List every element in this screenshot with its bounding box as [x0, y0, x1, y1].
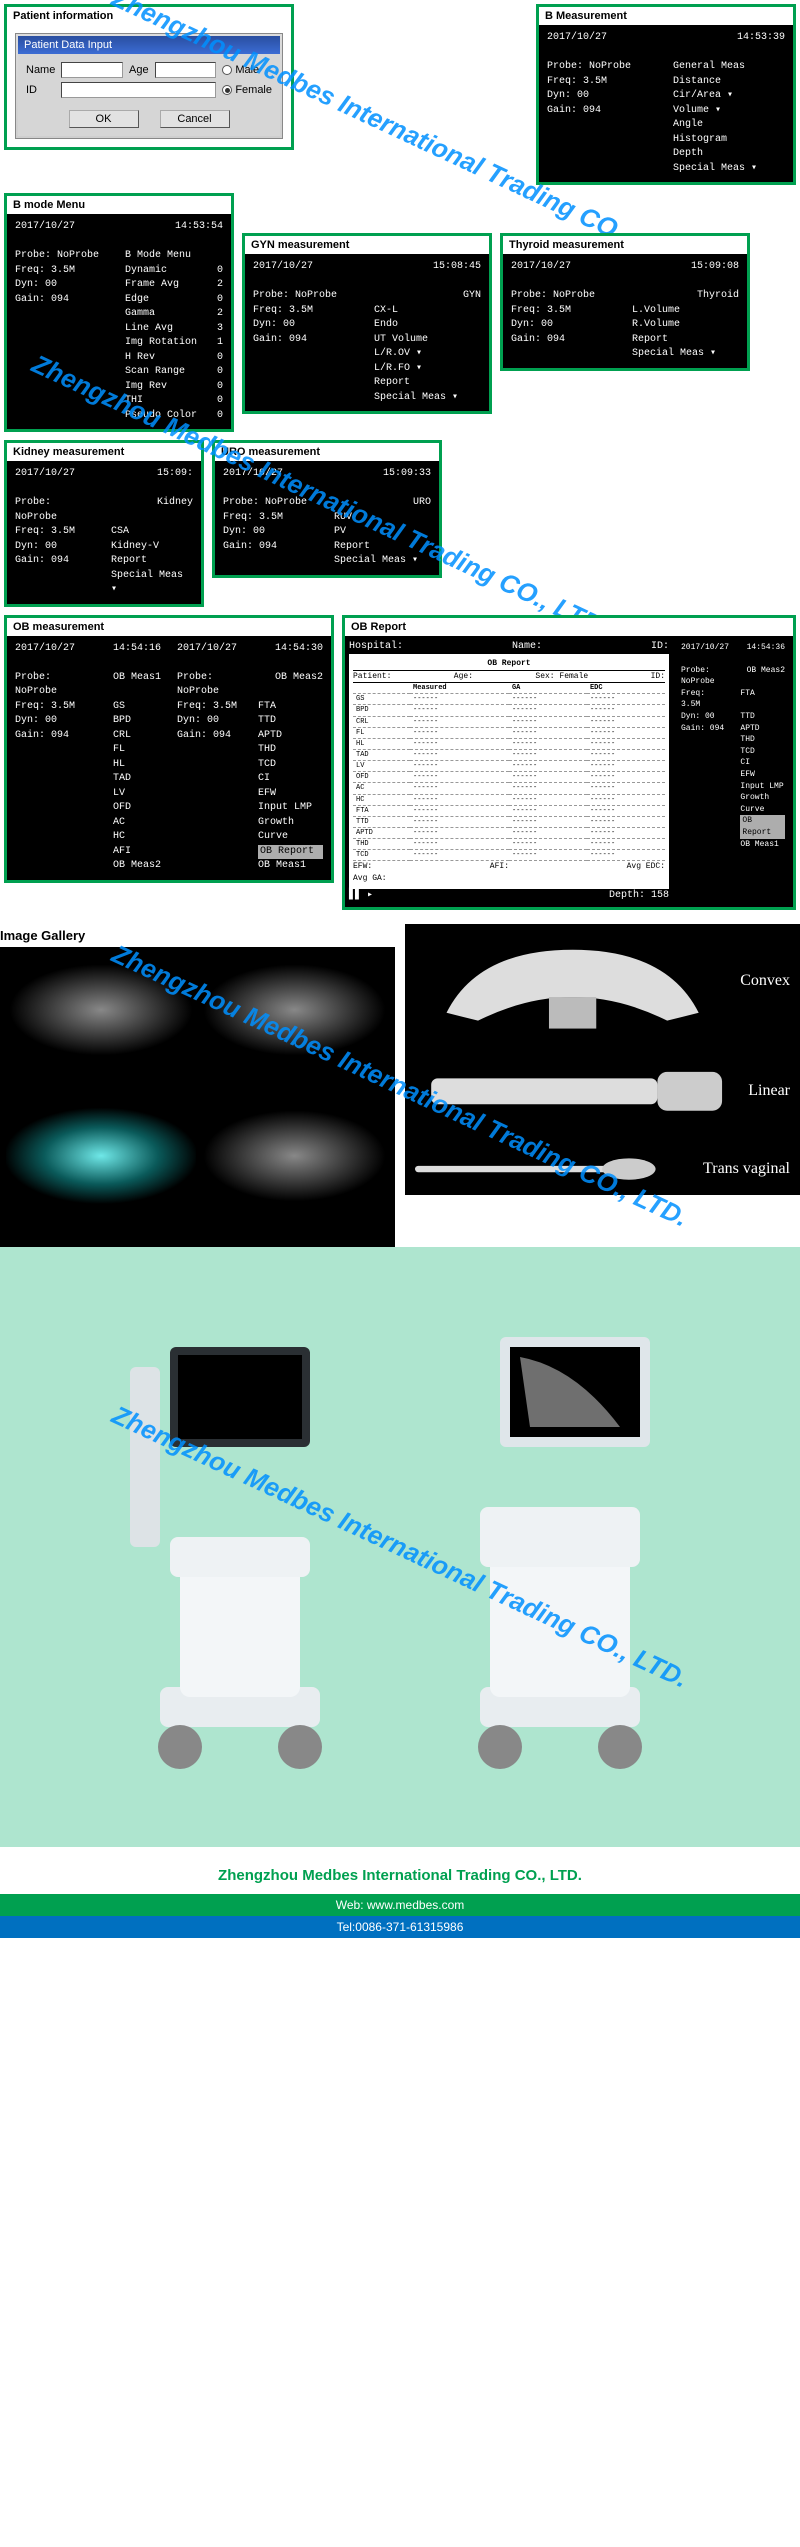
panel-title: GYN measurement [245, 236, 489, 254]
panel-title: OB Report [345, 618, 793, 636]
ob-screen-2: 2017/10/2714:54:30Probe: NoProbeOB Meas2… [169, 636, 331, 880]
thyroid-panel: Thyroid measurement 2017/10/2715:09:08Pr… [500, 233, 750, 371]
probe-panel: Convex Linear Trans vaginal [405, 924, 800, 1195]
probe-transvaginal: Trans vaginal [415, 1153, 790, 1185]
age-field[interactable] [155, 62, 217, 78]
panel-title: B Measurement [539, 7, 793, 25]
gallery-title: Image Gallery [0, 924, 395, 947]
panel-title: Kidney measurement [7, 443, 201, 461]
panel-title: Thyroid measurement [503, 236, 747, 254]
footer: Zhengzhou Medbes International Trading C… [0, 1847, 800, 1958]
footer-web: Web: www.medbes.com [0, 1894, 800, 1916]
b-meas-screen: 2017/10/2714:53:39Probe: NoProbeGeneral … [539, 25, 793, 182]
b-measurement-panel: B Measurement 2017/10/2714:53:39Probe: N… [536, 4, 796, 185]
male-radio[interactable]: Male [222, 64, 272, 76]
ultrasound-image [6, 953, 196, 1095]
gyn-screen: 2017/10/2715:08:45Probe: NoProbeGYNFreq:… [245, 254, 489, 411]
female-radio[interactable]: Female [222, 84, 272, 96]
uro-screen: 2017/10/2715:09:33Probe: NoProbeUROFreq:… [215, 461, 439, 575]
footer-tel: Tel:0086-371-61315986 [0, 1916, 800, 1938]
ultrasound-image [200, 953, 390, 1095]
trolley-machine-right [420, 1307, 700, 1787]
depth-value: Depth: 158 [609, 889, 669, 904]
trolley-machine-left [100, 1307, 380, 1787]
ob-report-side: 2017/10/2714:54:36Probe: NoProbeOB Meas2… [673, 636, 793, 908]
cancel-button[interactable]: Cancel [160, 110, 230, 128]
age-label: Age [129, 64, 149, 76]
gyn-panel: GYN measurement 2017/10/2715:08:45Probe:… [242, 233, 492, 414]
panel-title: OB measurement [7, 618, 331, 636]
panel-title: B mode Menu [7, 196, 231, 214]
ob-report-box: OB ReportPatient:Age:Sex: FemaleID:Measu… [349, 654, 669, 889]
probe-convex: Convex [415, 934, 790, 1029]
ob-report-panel: OB Report Hospital:Name:ID: OB ReportPat… [342, 615, 796, 911]
ob-panel: OB measurement 2017/10/2714:54:16Probe: … [4, 615, 334, 883]
id-field[interactable] [61, 82, 216, 98]
id-label: ID [26, 84, 55, 96]
bmode-menu-panel: B mode Menu 2017/10/2714:53:54Probe: NoP… [4, 193, 234, 432]
name-field[interactable] [61, 62, 123, 78]
patient-info-panel: Patient information Patient Data Input N… [4, 4, 294, 150]
report-header: Hospital:Name:ID: [349, 640, 669, 655]
company-name: Zhengzhou Medbes International Trading C… [0, 1867, 800, 1884]
dialog-title: Patient Data Input [18, 36, 280, 54]
panel-title: Patient information [7, 7, 291, 25]
ultrasound-image [200, 1099, 390, 1241]
ob-screen-1: 2017/10/2714:54:16Probe: NoProbeOB Meas1… [7, 636, 169, 880]
image-gallery: Image Gallery [0, 924, 395, 1247]
probe-linear: Linear [415, 1059, 790, 1124]
thyroid-screen: 2017/10/2715:09:08Probe: NoProbeThyroidF… [503, 254, 747, 368]
kidney-panel: Kidney measurement 2017/10/2715:09:Probe… [4, 440, 204, 607]
name-label: Name [26, 64, 55, 76]
uro-panel: URO measurement 2017/10/2715:09:33Probe:… [212, 440, 442, 578]
product-photo: Zhengzhou Medbes International Trading C… [0, 1247, 800, 1847]
kidney-screen: 2017/10/2715:09:Probe: NoProbeKidneyFreq… [7, 461, 201, 604]
ultrasound-image [6, 1099, 196, 1241]
bmode-screen: 2017/10/2714:53:54Probe: NoProbeB Mode M… [7, 214, 231, 429]
ok-button[interactable]: OK [69, 110, 139, 128]
panel-title: URO measurement [215, 443, 439, 461]
